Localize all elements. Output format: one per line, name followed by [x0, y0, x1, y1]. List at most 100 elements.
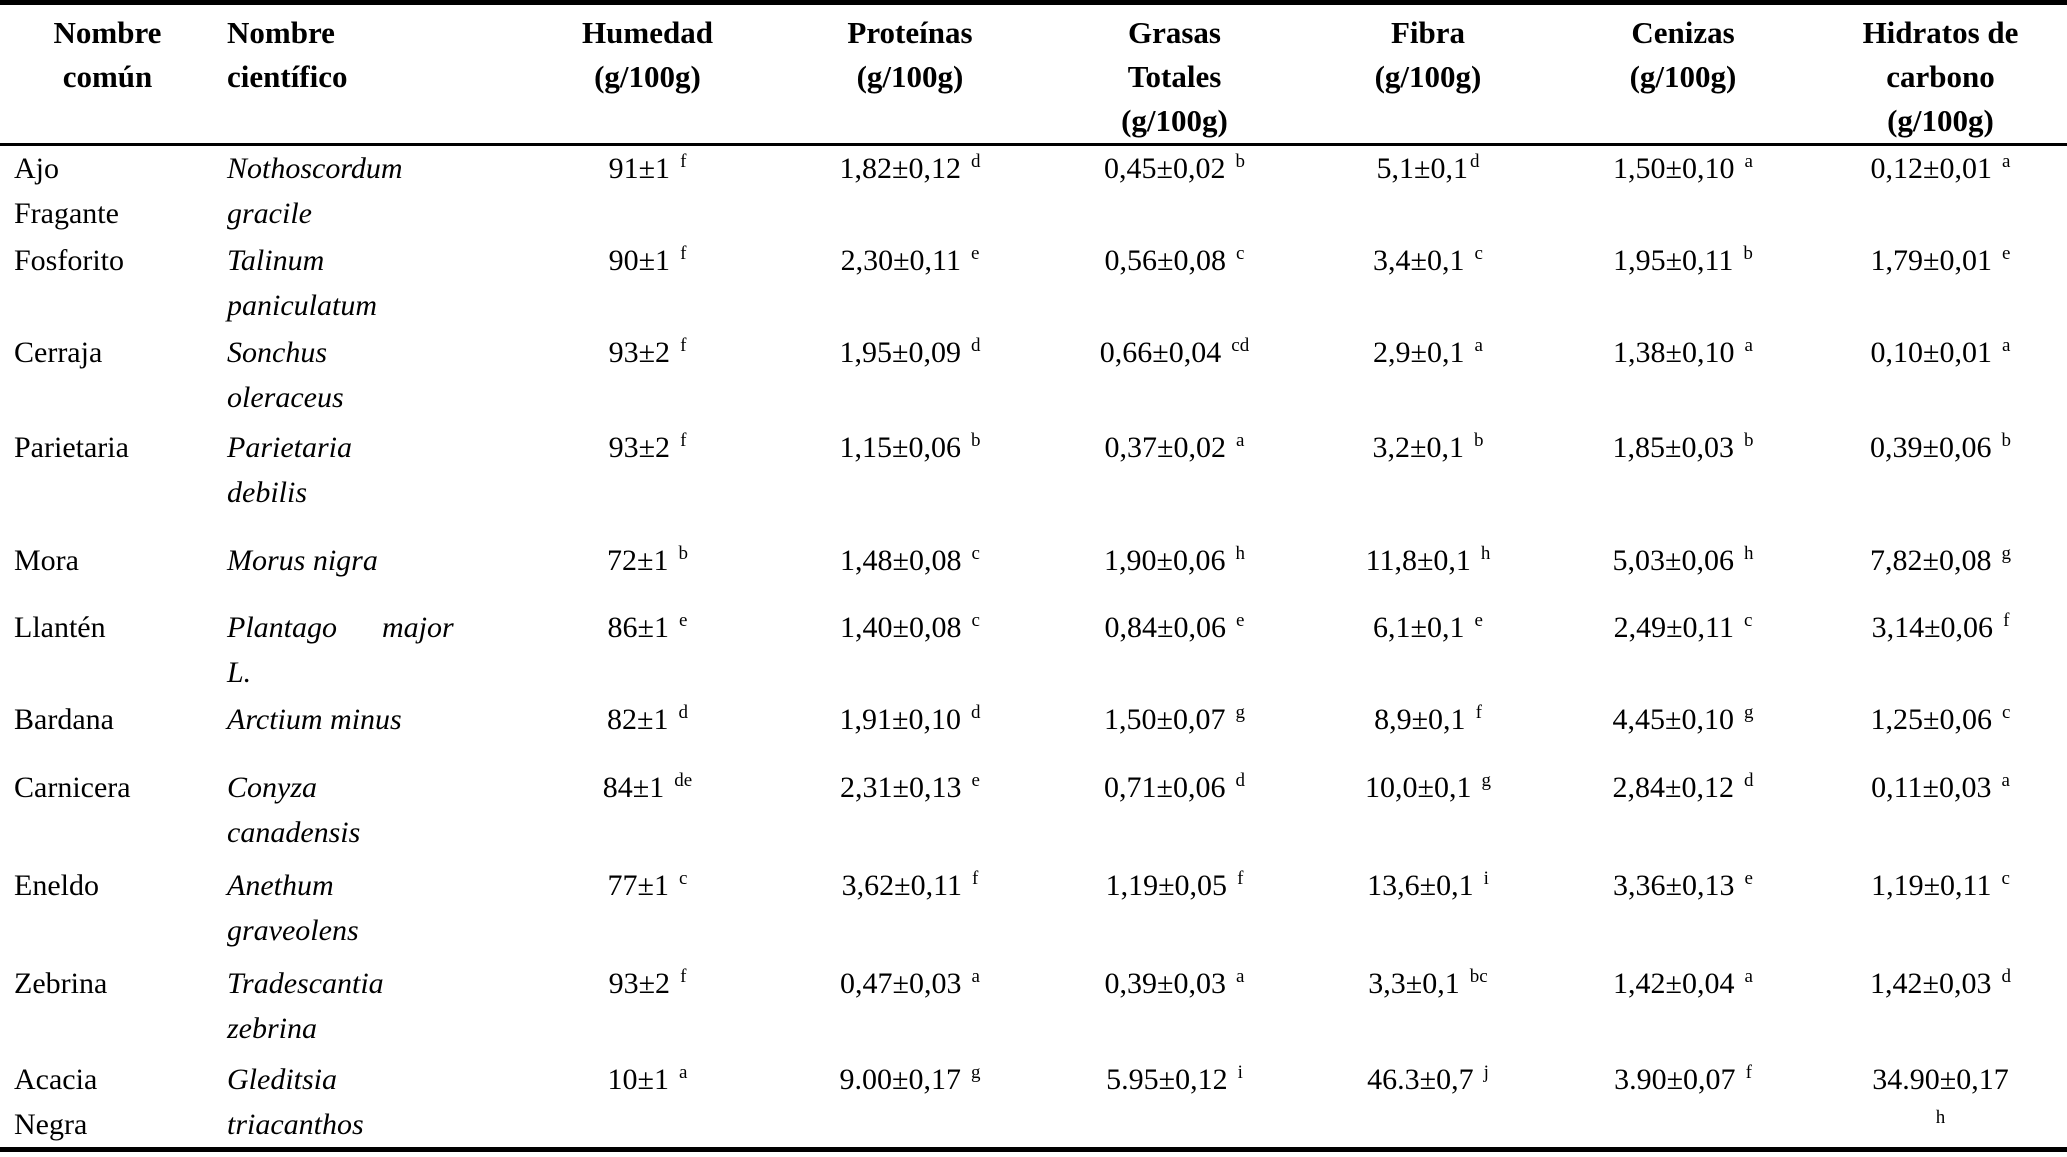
humedad-cell: 93±2 f [520, 425, 775, 538]
value-text: 0,45±0,02 [1104, 152, 1226, 186]
significance-superscript: i [1483, 867, 1489, 889]
value-text: 84±1 [602, 770, 665, 804]
hidratos-cell: 1,79±0,01 e [1814, 238, 2067, 330]
common-name-cell: Parietaria [14, 430, 129, 464]
hidratos-cell: 3,14±0,06 f [1814, 605, 2067, 697]
value-text: 1,50±0,10 [1613, 152, 1735, 186]
table-row-fosforito: Fosforito Talinum paniculatum 90±1 f 2,30… [0, 238, 2067, 330]
value-text: 3.90±0,07 [1614, 1062, 1736, 1096]
value-text: 0,84±0,06 [1104, 610, 1227, 644]
common-name-cell: Zebrina [14, 966, 108, 1000]
value-text: 5.95±0,12 [1106, 1062, 1228, 1096]
value-text: 72±1 [607, 543, 669, 577]
proteinas-cell: 1,91±0,10 d [775, 697, 1045, 765]
significance-superscript: f [1745, 1061, 1752, 1083]
grasas-cell: 0,66±0,04 cd [1045, 330, 1304, 425]
value-text: 2,30±0,11 [840, 243, 961, 277]
scientific-name-cell: Parietaria debilis [227, 430, 352, 509]
value-text: 5,03±0,06 [1612, 543, 1734, 577]
significance-superscript: b [2001, 429, 2011, 451]
cenizas-cell: 5,03±0,06 h [1552, 538, 1814, 605]
common-name-cell: Cerraja [14, 335, 103, 369]
scientific-name-cell: Conyza canadensis [227, 770, 361, 849]
significance-superscript: d [970, 334, 981, 356]
humedad-cell: 86±1 e [520, 605, 775, 697]
value-text: 10,0±0,1 [1365, 770, 1472, 804]
value-text: 82±1 [607, 702, 669, 736]
value-text: 0,66±0,04 [1099, 335, 1222, 369]
proteinas-cell: 0,47±0,03 a [775, 961, 1045, 1057]
scientific-name-cell: Arctium minus [227, 702, 402, 736]
common-name-cell: Eneldo [14, 868, 99, 902]
scientific-name-cell: Gleditsia triacanthos [227, 1062, 364, 1141]
significance-superscript: h [1235, 542, 1245, 564]
significance-superscript: c [2001, 867, 2010, 889]
significance-superscript: j [1483, 1061, 1489, 1083]
significance-superscript: a [679, 1061, 688, 1083]
cenizas-cell: 1,85±0,03 b [1552, 425, 1814, 538]
value-text: 86±1 [607, 610, 670, 644]
column-header-grasas-totales: Grasas Totales (g/100g) [1045, 2, 1304, 147]
value-text: 11,8±0,1 [1365, 543, 1471, 577]
significance-superscript: bc [1469, 965, 1488, 987]
value-text: 9.00±0,17 [839, 1062, 961, 1096]
significance-superscript: c [971, 542, 980, 564]
value-text: 3,3±0,1 [1368, 966, 1460, 1000]
fibra-cell: 3,2±0,1 b [1304, 425, 1552, 538]
column-header-nombre-comun: Nombre común [0, 2, 215, 147]
scientific-name-cell: Talinum paniculatum [227, 243, 377, 322]
value-text: 1,79±0,01 [1870, 243, 1993, 277]
significance-superscript: b [1235, 151, 1245, 173]
grasas-cell: 0,84±0,06 e [1045, 605, 1304, 697]
significance-superscript: d [1235, 769, 1245, 791]
significance-superscript: d [678, 701, 688, 723]
grasas-cell: 1,50±0,07 g [1045, 697, 1304, 765]
proteinas-cell: 2,30±0,11 e [775, 238, 1045, 330]
common-name-cell: Llantén [14, 610, 106, 644]
table-row-llanten: Llantén Plantago major L. 86±1 e 1,40±0,0… [0, 605, 2067, 697]
significance-superscript: a [1744, 151, 1753, 173]
significance-superscript: a [1744, 965, 1753, 987]
significance-superscript: a [1236, 965, 1245, 987]
value-text: 1,48±0,08 [840, 543, 962, 577]
proteinas-cell: 1,95±0,09 d [775, 330, 1045, 425]
significance-superscript: a [2001, 769, 2010, 791]
proteinas-cell: 9.00±0,17 g [775, 1057, 1045, 1150]
significance-superscript: e [1744, 867, 1753, 889]
value-text: 1,38±0,10 [1613, 335, 1735, 369]
cenizas-cell: 2,49±0,11 c [1552, 605, 1814, 697]
value-text: 4,45±0,10 [1612, 702, 1734, 736]
value-text: 77±1 [607, 868, 670, 902]
significance-superscript: f [1237, 867, 1244, 889]
significance-superscript: e [971, 769, 980, 791]
significance-superscript: a [2002, 334, 2011, 356]
column-header-hidratos-carbono: Hidratos de carbono (g/100g) [1814, 2, 2067, 147]
fibra-cell: 8,9±0,1 f [1304, 697, 1552, 765]
significance-superscript: g [1235, 701, 1245, 723]
significance-superscript: g [1743, 701, 1754, 723]
fibra-cell: 3,3±0,1 bc [1304, 961, 1552, 1057]
significance-superscript: f [680, 429, 687, 451]
table-row-carnicera: Carnicera Conyza canadensis 84±1 de 2,31±… [0, 765, 2067, 863]
significance-superscript: a [1744, 334, 1753, 356]
significance-superscript: b [1473, 429, 1484, 451]
value-text: 2,9±0,1 [1373, 335, 1465, 369]
value-text: 1,50±0,07 [1104, 702, 1226, 736]
proteinas-cell: 1,82±0,12 d [775, 145, 1045, 238]
grasas-cell: 0,71±0,06 d [1045, 765, 1304, 863]
significance-superscript: e [2002, 242, 2011, 264]
value-text: 10±1 [607, 1062, 670, 1096]
significance-superscript: i [1237, 1061, 1243, 1083]
common-name-cell: Mora [14, 543, 79, 577]
hidratos-cell: 34.90±0,17 h [1814, 1057, 2067, 1150]
significance-superscript: g [2001, 542, 2011, 564]
scientific-name-cell: Nothoscordum gracile [227, 152, 403, 231]
value-text: 3,2±0,1 [1372, 430, 1464, 464]
value-text: 1,82±0,12 [839, 152, 961, 186]
column-header-proteinas: Proteínas (g/100g) [775, 2, 1045, 147]
table-row-zebrina: Zebrina Tradescantia zebrina 93±2 f 0,47±… [0, 961, 2067, 1057]
common-name-cell: Ajo Fragante [14, 152, 119, 231]
significance-superscript: e [1474, 609, 1483, 631]
value-text: 34.90±0,17 [1872, 1062, 2009, 1096]
